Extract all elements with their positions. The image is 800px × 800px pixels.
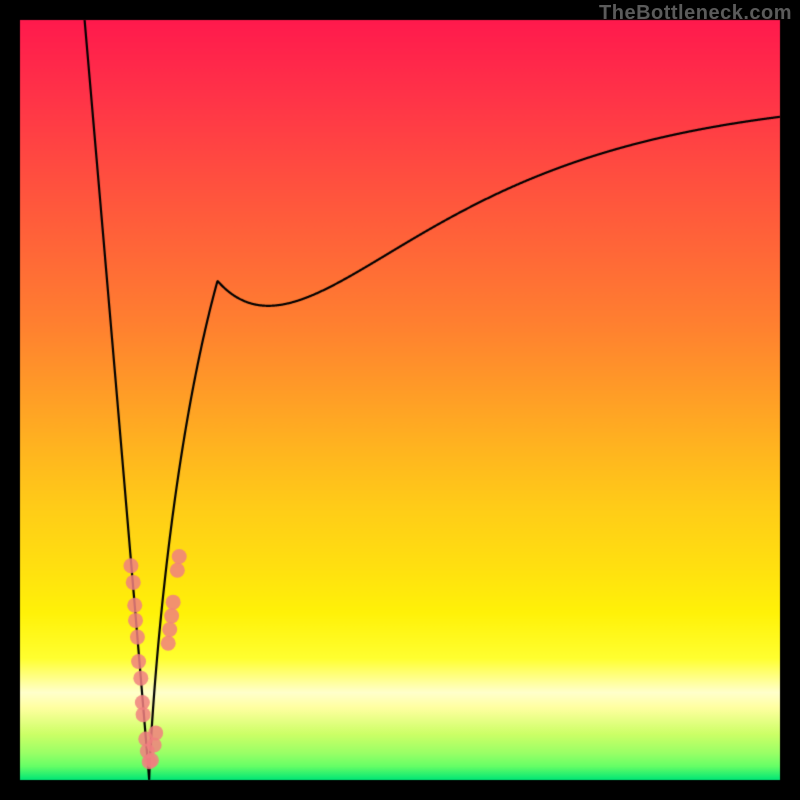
- data-points-layer: [0, 0, 800, 800]
- chart-stage: TheBottleneck.com: [0, 0, 800, 800]
